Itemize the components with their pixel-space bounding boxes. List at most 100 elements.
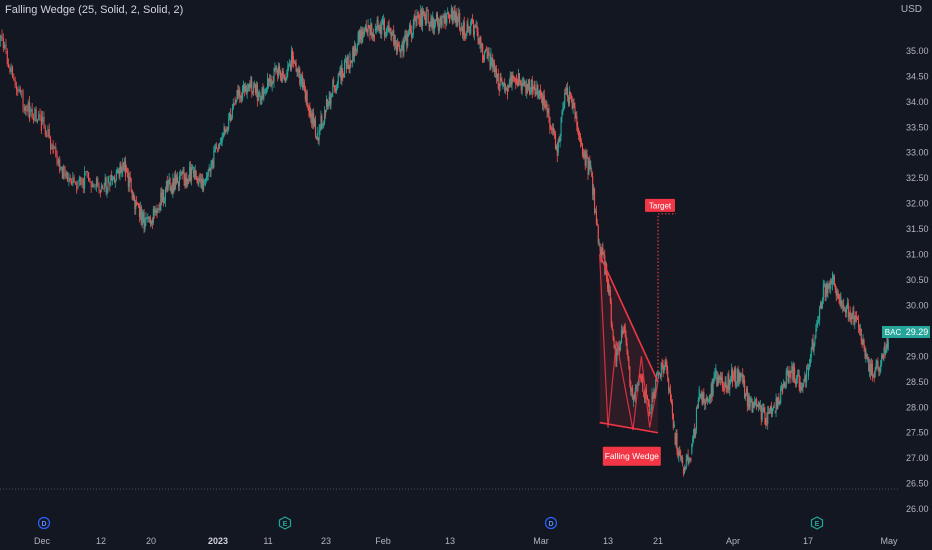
candle-body [42,117,44,123]
price-tick-label: 32.00 [906,199,929,209]
candle-body [676,432,678,451]
candle-body [594,188,596,213]
candle-body [320,115,322,130]
candle-body [510,76,512,85]
candle-body [417,15,419,17]
candle-body [328,96,330,105]
candle-body [644,394,646,399]
time-axis[interactable]: Dec 12 20 2023 11 23 Feb 13 Mar 13 21 Apr 17 May [34,536,898,546]
candle-body [780,388,782,404]
candle-body [851,314,853,320]
candle-body [885,349,887,352]
candle-body [495,68,498,78]
candle-body [241,95,243,100]
candle-body [452,15,454,22]
candle-body [258,93,260,97]
candle-body [388,25,390,32]
candle-body [709,395,711,399]
candle-body [71,180,73,185]
candle-body [486,50,488,59]
candle-body [732,369,734,383]
last-price-bg [904,326,930,338]
price-axis[interactable]: 26.0026.5027.0027.5028.0028.5029.0029.50… [0,46,929,514]
candle-body [839,298,841,306]
candle-body [368,25,370,27]
price-tick-label: 33.00 [906,148,929,158]
candle-body [52,144,54,154]
candle-body [69,177,71,181]
candle-body [814,338,816,344]
candle-body [537,85,539,98]
target-label[interactable]: Target [649,201,672,210]
candle-body [282,70,284,75]
candle-body [797,374,799,376]
candle-body [884,345,886,354]
wedge-upper-line[interactable] [598,254,659,383]
candle-body [593,188,595,195]
wedge-lower-line[interactable] [599,421,659,434]
candle-body [248,84,250,88]
candle-body [30,109,32,112]
falling-wedge-label-bg[interactable] [602,446,661,466]
candle-body [558,139,560,143]
candle-body [95,178,98,187]
candle-body [817,321,819,323]
candle-body [380,25,382,34]
candle-body [487,52,489,59]
candle-body [869,364,871,372]
candle-body [603,254,605,256]
candle-body [686,455,688,459]
candle-body [630,381,632,392]
candle-body [5,44,7,50]
price-tick-label: 28.50 [906,377,929,387]
candle-body [754,399,756,407]
candle-body [849,310,851,318]
target-label-bg[interactable] [645,198,675,212]
candle-body [144,222,146,229]
candle-body [302,75,304,88]
candle-body [554,133,557,149]
candle-body [513,78,515,80]
candle-body [277,70,279,77]
candle-body [245,85,247,94]
candle-body [126,172,128,174]
candle-body [449,17,451,24]
candle-body [870,363,873,375]
candle-body [205,177,207,181]
wedge-fill [599,254,658,433]
candle-body [667,370,669,380]
falling-wedge-label[interactable]: Falling Wedge [605,451,659,461]
indicator-title[interactable]: Falling Wedge (25, Solid, 2, Solid, 2) [5,4,184,16]
candle-body [807,367,810,377]
candle-body [530,79,532,92]
candle-body [295,62,297,72]
time-tick-label: 23 [321,536,331,546]
candle-body [870,364,872,375]
candle-body [542,95,544,106]
candle-body [488,52,490,56]
candle-body [279,71,282,78]
candle-body [17,89,19,92]
candle-body [755,399,757,401]
candle-body [107,177,109,191]
candle-body [610,301,612,325]
price-tick-label: 26.50 [906,479,929,489]
candle-body [481,44,483,48]
candle-body [655,379,657,397]
candle-body [736,369,738,384]
candle-body [377,20,379,27]
candle-body [784,386,786,388]
candle-body [399,50,401,53]
candle-body [284,76,286,81]
candle-body [50,138,52,150]
candle-body [263,91,265,98]
earnings-icon [278,516,292,530]
candle-body [72,177,74,185]
candle-body [106,190,108,193]
candle-body [722,386,724,389]
falling-wedge-drawing[interactable]: Target Falling Wedge [598,198,676,466]
candle-body [495,68,497,72]
candle-body [76,182,78,191]
candle-body [73,177,75,183]
